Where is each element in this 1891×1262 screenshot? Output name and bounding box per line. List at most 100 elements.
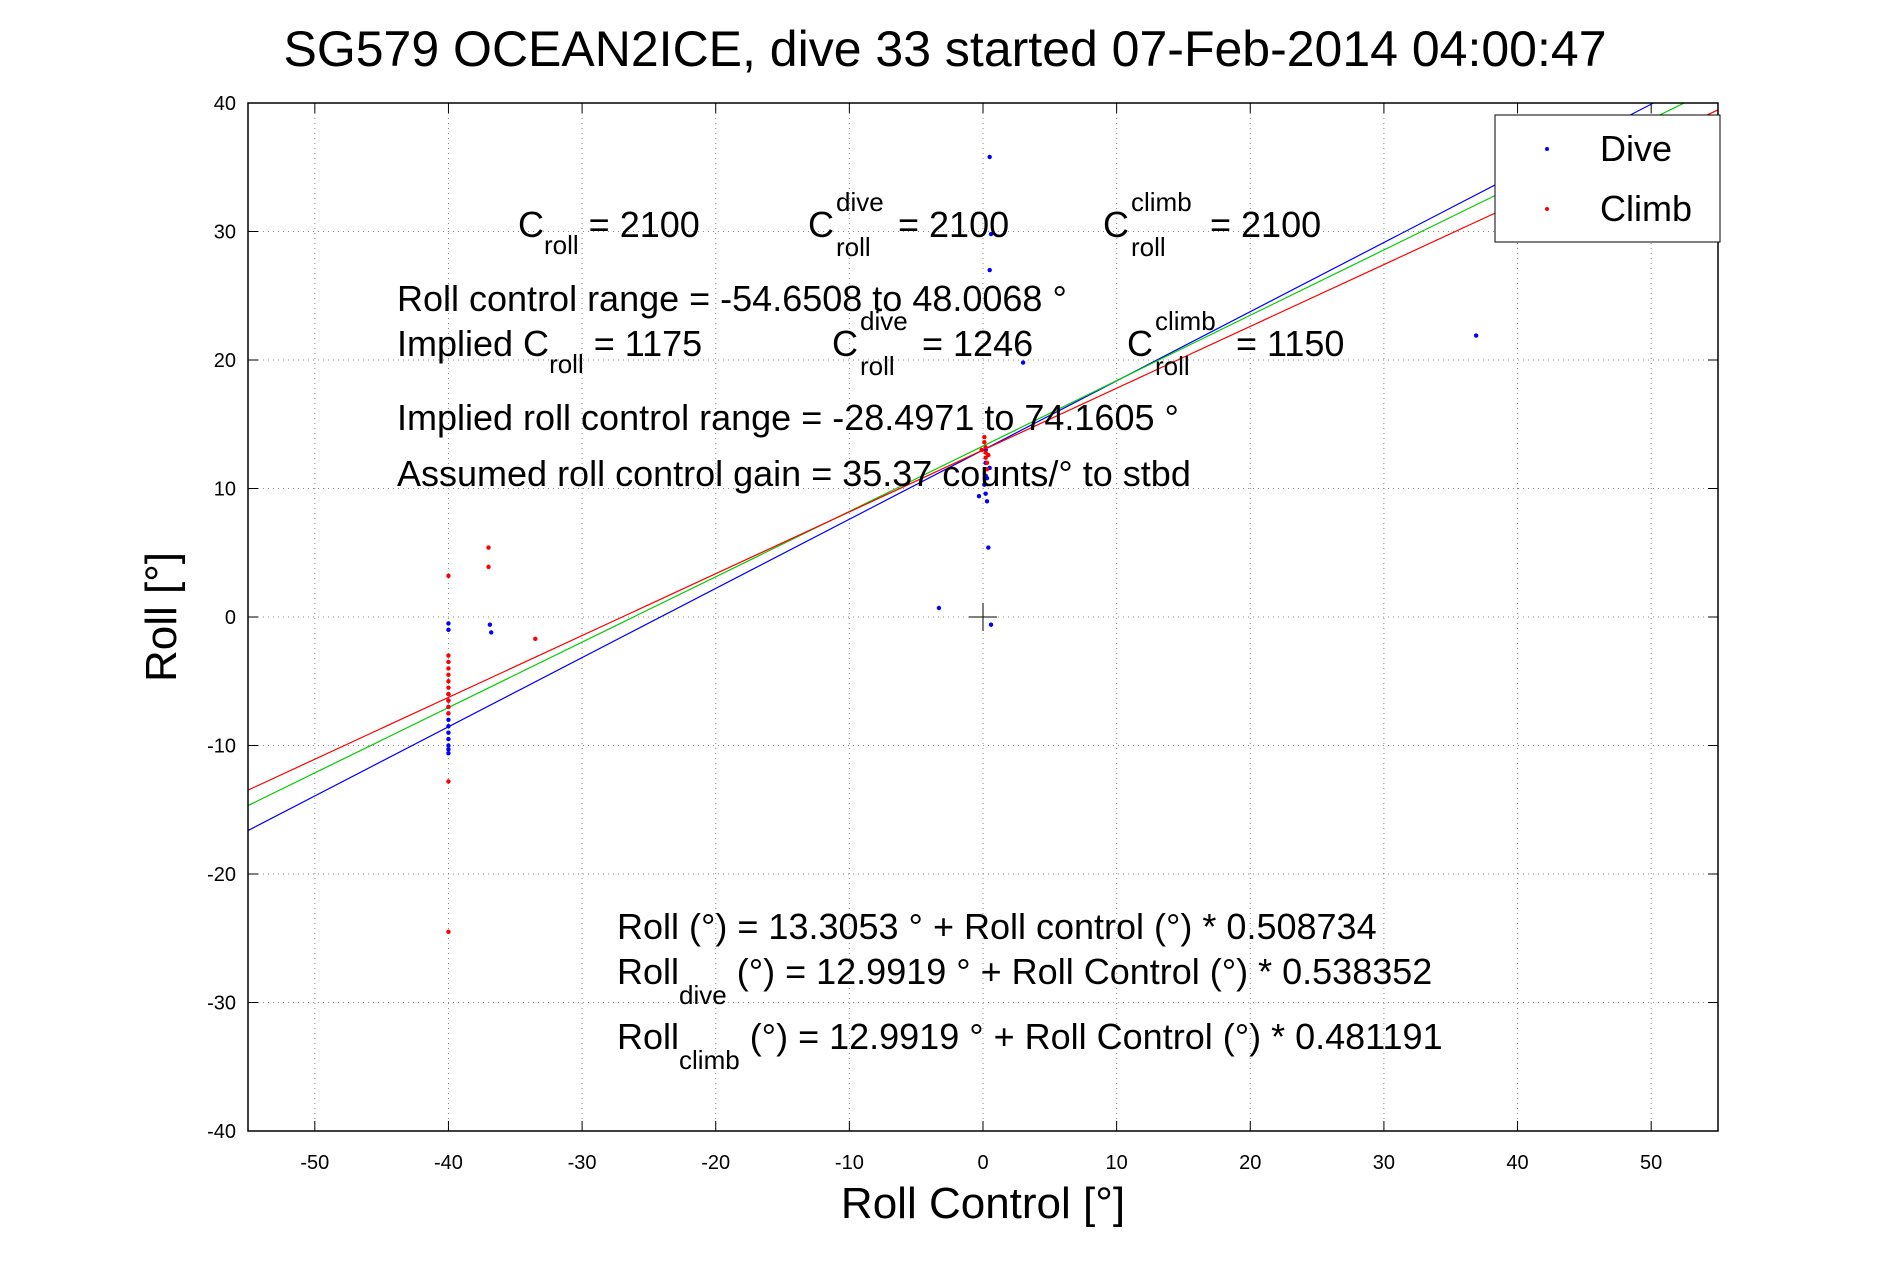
annotation-implied-c-dive-sub: roll bbox=[860, 351, 895, 381]
x-tick-label: 30 bbox=[1373, 1152, 1395, 1174]
y-tick-label: 0 bbox=[225, 607, 236, 629]
data-point bbox=[936, 605, 942, 611]
annotation-gain: Assumed roll control gain = 35.37 counts… bbox=[397, 453, 1191, 494]
x-axis-label: Roll Control [°] bbox=[841, 1179, 1125, 1228]
y-tick-label: 30 bbox=[214, 222, 236, 244]
annotation-c-roll-climb: Cclimb bbox=[1103, 187, 1192, 245]
x-tick-label: 40 bbox=[1506, 1152, 1528, 1174]
y-tick-label: -30 bbox=[207, 993, 236, 1015]
data-point bbox=[446, 573, 451, 579]
data-point bbox=[446, 691, 451, 697]
data-point bbox=[982, 440, 987, 445]
annotation-range: Roll control range = -54.6508 to 48.0068… bbox=[397, 278, 1067, 319]
data-point bbox=[446, 736, 451, 742]
data-point bbox=[446, 724, 451, 729]
data-point bbox=[446, 659, 451, 665]
x-tick-label: 50 bbox=[1640, 1152, 1662, 1174]
y-tick-label: 20 bbox=[214, 350, 236, 372]
x-tick-label: -20 bbox=[701, 1152, 730, 1174]
data-point bbox=[984, 476, 990, 481]
data-point bbox=[489, 630, 494, 635]
y-tick-label: -40 bbox=[207, 1121, 236, 1143]
annotation-implied-c-climb: Cclimb bbox=[1127, 306, 1216, 364]
data-point bbox=[446, 711, 451, 716]
annotation-implied-c-climb-sub: roll bbox=[1155, 351, 1190, 381]
data-point bbox=[446, 704, 451, 710]
data-point bbox=[446, 698, 451, 703]
data-point bbox=[987, 154, 992, 160]
data-point bbox=[446, 751, 451, 756]
legend-climb-label: Climb bbox=[1600, 188, 1692, 229]
data-point bbox=[446, 627, 451, 633]
annotation-c-roll: Croll = 2100 bbox=[518, 204, 700, 260]
y-tick-labels: -40 -30 -20 -10 0 10 20 30 40 bbox=[207, 93, 236, 1143]
legend-dive-label: Dive bbox=[1600, 128, 1672, 169]
data-point bbox=[986, 545, 991, 550]
y-tick-label: -10 bbox=[207, 736, 236, 758]
data-point bbox=[487, 622, 493, 627]
data-point bbox=[486, 545, 491, 550]
y-tick-label: 40 bbox=[214, 93, 236, 115]
annotation-implied-range: Implied roll control range = -28.4971 to… bbox=[397, 397, 1179, 438]
annotation-c-roll-dive-value: = 2100 bbox=[898, 204, 1009, 245]
legend: Dive Climb bbox=[1494, 114, 1721, 243]
annotation-c-roll-dive-sub: roll bbox=[836, 232, 871, 262]
annotation-implied-c-dive: Cdive bbox=[832, 306, 908, 364]
x-tick-label: -30 bbox=[568, 1152, 597, 1174]
annotation-c-roll-dive: Cdive bbox=[808, 187, 884, 245]
annotation-implied-c-roll: Implied Croll = 1175 bbox=[397, 323, 702, 379]
legend-dive-marker bbox=[1545, 147, 1549, 151]
data-points bbox=[446, 154, 1479, 935]
data-point bbox=[446, 679, 451, 684]
annotation-implied-c-dive-value: = 1246 bbox=[922, 323, 1033, 364]
data-point bbox=[984, 499, 990, 504]
data-point bbox=[446, 779, 451, 784]
data-point bbox=[984, 467, 990, 472]
y-axis-label: Roll [°] bbox=[137, 552, 186, 682]
y-tick-label: -20 bbox=[207, 864, 236, 886]
data-point bbox=[446, 929, 451, 935]
data-point bbox=[987, 267, 992, 273]
data-point bbox=[988, 622, 994, 627]
data-point bbox=[446, 747, 451, 752]
annotation-c-roll-climb-value: = 2100 bbox=[1210, 204, 1321, 245]
annotation-implied-c-climb-value: = 1150 bbox=[1236, 323, 1344, 364]
annotation-eq-climb: Rollclimb (°) = 12.9919 ° + Roll Control… bbox=[617, 1016, 1443, 1075]
data-point bbox=[446, 672, 451, 678]
data-point bbox=[988, 231, 994, 237]
data-point bbox=[486, 564, 491, 570]
data-point bbox=[984, 460, 990, 465]
chart-title: SG579 OCEAN2ICE, dive 33 started 07-Feb-… bbox=[284, 21, 1607, 77]
data-point bbox=[446, 621, 451, 626]
data-point bbox=[976, 494, 982, 499]
annotation-c-roll-climb-sub: roll bbox=[1131, 232, 1166, 262]
data-point bbox=[446, 730, 451, 735]
data-point bbox=[983, 491, 988, 496]
data-point bbox=[533, 636, 538, 642]
legend-climb-marker bbox=[1545, 207, 1549, 211]
data-point bbox=[446, 666, 451, 671]
data-point bbox=[446, 717, 451, 722]
y-tick-label: 10 bbox=[214, 479, 236, 501]
data-point bbox=[1020, 360, 1026, 365]
fit-line bbox=[248, 103, 1686, 807]
plot-frame bbox=[247, 102, 1719, 1132]
data-point bbox=[446, 685, 451, 690]
annotations: Croll = 2100 Cdive roll = 2100 Cclimb ro… bbox=[397, 187, 1443, 1075]
x-tick-label: 0 bbox=[977, 1152, 988, 1174]
x-tick-label: 20 bbox=[1239, 1152, 1261, 1174]
data-point bbox=[986, 452, 991, 458]
legend-box bbox=[1494, 114, 1721, 243]
data-point bbox=[979, 447, 984, 453]
annotation-eq-all: Roll (°) = 13.3053 ° + Roll control (°) … bbox=[617, 906, 1377, 947]
data-point bbox=[446, 653, 451, 658]
data-point bbox=[982, 434, 987, 440]
x-tick-label: 10 bbox=[1106, 1152, 1128, 1174]
x-tick-label: -50 bbox=[300, 1152, 329, 1174]
x-tick-labels: -50 -40 -30 -20 -10 0 10 20 30 40 50 bbox=[300, 1152, 1662, 1174]
annotation-eq-dive: Rolldive (°) = 12.9919 ° + Roll Control … bbox=[617, 951, 1432, 1010]
x-tick-label: -40 bbox=[434, 1152, 463, 1174]
data-point bbox=[982, 482, 987, 487]
data-point bbox=[446, 743, 451, 748]
